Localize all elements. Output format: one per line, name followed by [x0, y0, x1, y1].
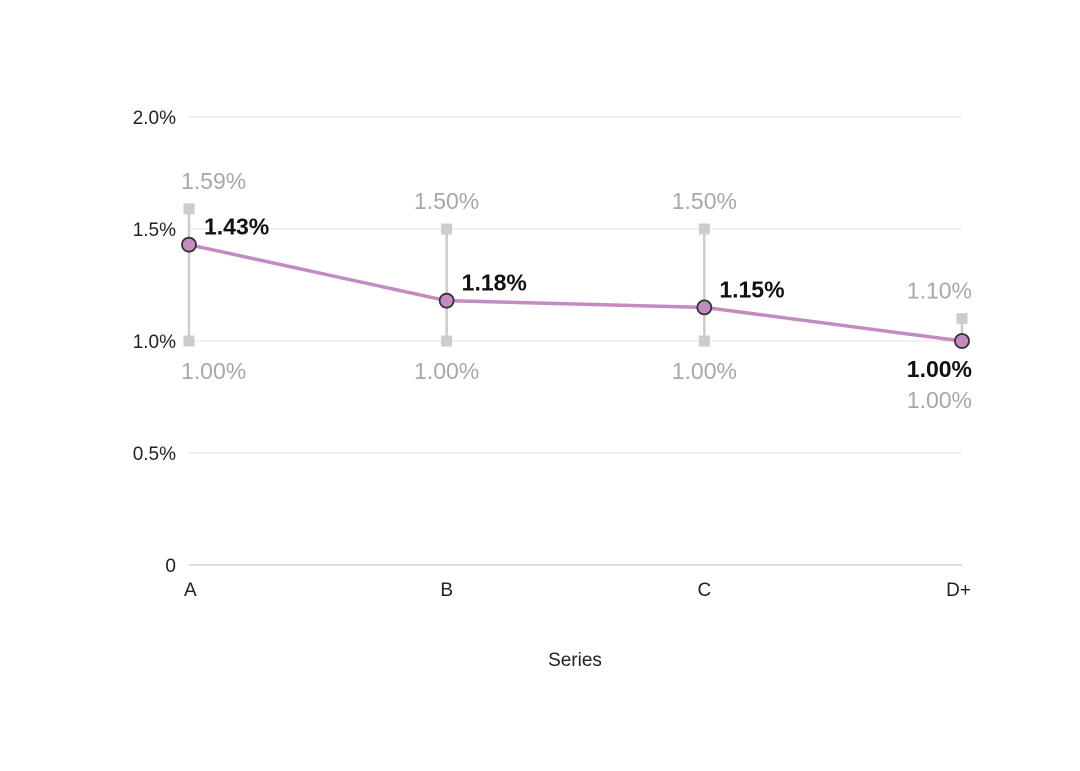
x-tick-label: D+	[946, 580, 971, 601]
y-tick-label: 1.0%	[133, 332, 176, 353]
y-tick-label: 0	[165, 556, 176, 577]
range-high-label: 1.59%	[181, 168, 246, 194]
range-low-marker	[183, 335, 195, 347]
range-low-marker	[441, 335, 453, 347]
x-axis: A B C D+	[184, 580, 971, 601]
value-label: 1.00%	[907, 356, 972, 382]
x-tick-label: A	[184, 580, 197, 601]
series-line	[188, 242, 963, 343]
range-low-label: 1.00%	[907, 387, 972, 413]
value-label: 1.18%	[462, 270, 527, 296]
range-high-marker	[441, 223, 453, 235]
data-point	[438, 292, 455, 309]
y-tick-label: 0.5%	[133, 444, 176, 465]
range-high-marker	[956, 313, 968, 325]
y-tick-label: 2.0%	[133, 108, 176, 129]
range-high-marker	[698, 223, 710, 235]
range-low-label: 1.00%	[181, 358, 246, 384]
x-axis-label: Series	[548, 650, 602, 671]
grid-lines	[189, 116, 962, 566]
data-labels: 1.59% 1.50% 1.50% 1.10% 1.00% 1.00% 1.00% 1.00%…	[181, 168, 972, 413]
value-label: 1.15%	[719, 276, 784, 302]
data-point	[696, 299, 713, 316]
range-bars	[183, 203, 968, 347]
range-low-label: 1.00%	[414, 358, 479, 384]
series-points	[181, 236, 970, 349]
value-label: 1.43%	[204, 214, 269, 240]
range-high-label: 1.50%	[414, 188, 479, 214]
x-tick-label: B	[440, 580, 453, 601]
range-high-label: 1.50%	[672, 188, 737, 214]
y-axis: 0 0.5% 1.0% 1.5% 2.0%	[133, 108, 176, 577]
x-tick-label: C	[697, 580, 711, 601]
range-high-label: 1.10%	[907, 278, 972, 304]
range-high-marker	[183, 203, 195, 215]
data-point	[181, 236, 197, 253]
series-line-path	[188, 242, 963, 343]
y-tick-label: 1.5%	[133, 220, 176, 241]
range-low-marker	[698, 335, 710, 347]
range-low-label: 1.00%	[672, 358, 737, 384]
data-point	[954, 333, 970, 349]
